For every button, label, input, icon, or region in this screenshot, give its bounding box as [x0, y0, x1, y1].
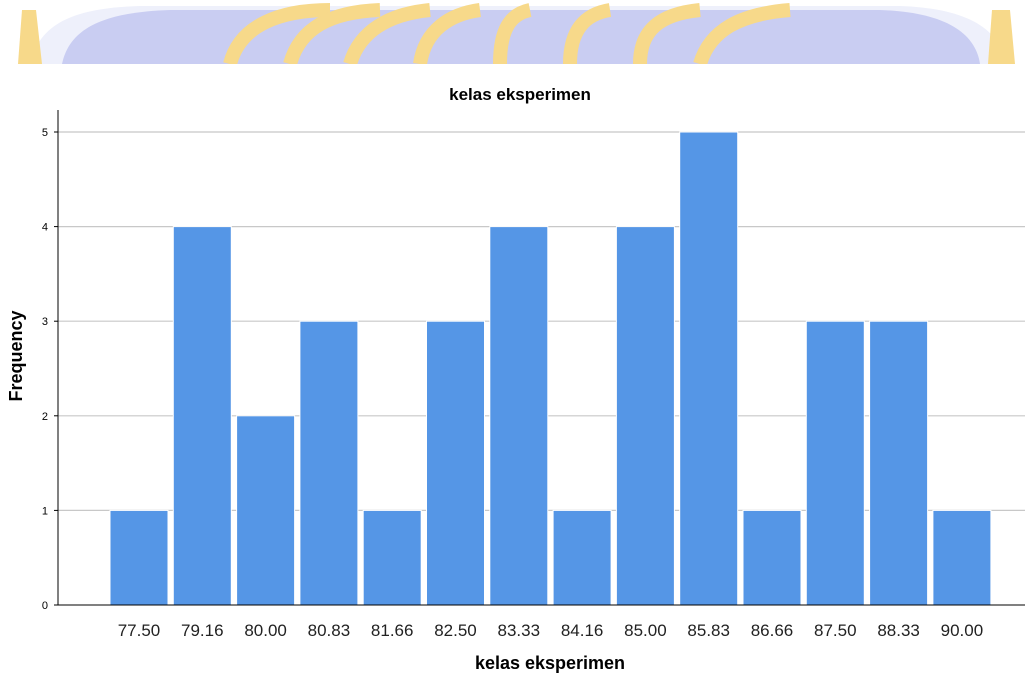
y-tick-label: 0: [42, 600, 48, 612]
bar: [299, 320, 359, 606]
bar: [869, 320, 929, 606]
bar: [109, 509, 169, 606]
x-tick-label: 85.83: [687, 621, 730, 640]
x-tick-label: 80.00: [244, 621, 287, 640]
axes: [57, 110, 1025, 606]
y-tick-label: 5: [42, 127, 48, 139]
x-tick-label: 83.33: [498, 621, 541, 640]
university-logo-watermark-icon: [18, 3, 1015, 64]
y-tick-label: 2: [42, 411, 48, 423]
x-tick-label: 90.00: [941, 621, 984, 640]
x-tick-label: 85.00: [624, 621, 667, 640]
x-axis-label: kelas eksperimen: [475, 653, 625, 673]
x-tick-label: 82.50: [434, 621, 477, 640]
bar: [742, 509, 802, 606]
chart-title: kelas eksperimen: [449, 85, 591, 104]
y-tick-labels: 0 1 2 3 4 5: [42, 127, 58, 612]
y-axis-label: Frequency: [6, 310, 26, 401]
bars: [109, 131, 992, 606]
x-tick-labels: 77.50 79.16 80.00 80.83 81.66 82.50 83.33 84.16…: [118, 621, 983, 640]
bar: [805, 320, 865, 606]
y-tick-label: 1: [42, 505, 48, 517]
x-tick-label: 80.83: [308, 621, 351, 640]
x-tick-label: 84.16: [561, 621, 604, 640]
x-tick-label: 79.16: [181, 621, 224, 640]
x-tick-label: 81.66: [371, 621, 414, 640]
bar: [172, 226, 232, 606]
bar: [932, 509, 992, 606]
x-tick-label: 88.33: [877, 621, 920, 640]
bar: [615, 226, 675, 606]
bar: [236, 415, 296, 606]
x-tick-label: 87.50: [814, 621, 857, 640]
y-tick-label: 4: [42, 222, 48, 234]
x-tick-label: 77.50: [118, 621, 161, 640]
x-tick-label: 86.66: [751, 621, 794, 640]
y-tick-label: 3: [42, 316, 48, 328]
bar: [426, 320, 485, 606]
bar: [679, 131, 739, 606]
bar: [362, 509, 422, 606]
bar: [489, 226, 549, 606]
bar: [552, 509, 612, 606]
